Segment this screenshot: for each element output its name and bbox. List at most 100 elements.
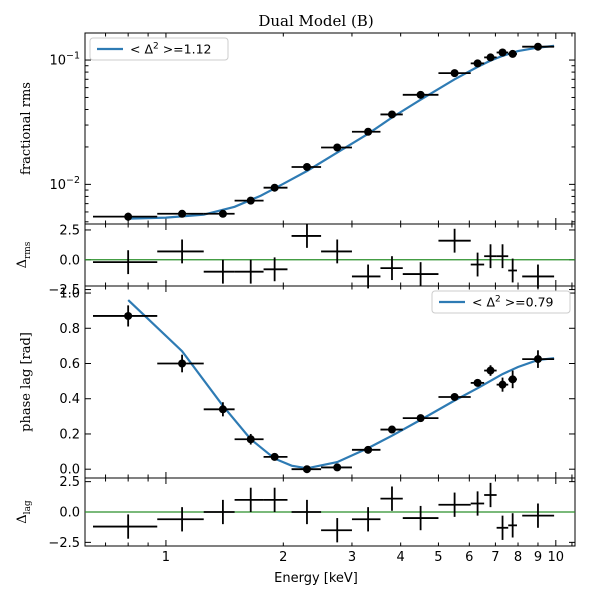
legend-entry: < Δ2 >=0.79	[472, 295, 554, 310]
panel-lag-resid-y-tick-label: 0.0	[59, 506, 80, 521]
panel-lag-resid-data-point	[438, 492, 471, 517]
panel-rms-resid-frame	[84, 223, 576, 287]
x-tick-label: 1	[162, 550, 170, 565]
panel-lag-data-point	[203, 402, 235, 417]
panel-lag: 0.0 0.2 0.4 0.6 0.8 1.0 phase lag [rad] < Δ2 >=…	[19, 285, 576, 479]
data-marker	[416, 414, 425, 423]
data-marker	[178, 359, 187, 368]
panel-lag-resid-y-tick-label: −2.5	[48, 536, 80, 551]
panel-rms-data-point	[470, 59, 485, 68]
x-tick-label: 9	[534, 550, 542, 565]
data-marker	[450, 392, 459, 401]
panel-lag-y-tick-label: 0.8	[59, 322, 80, 337]
panel-lag-resid-data-point	[263, 487, 288, 512]
x-tick-label: 10	[548, 550, 565, 565]
data-marker	[498, 380, 507, 389]
data-marker	[387, 425, 396, 434]
panel-rms-data-point	[351, 127, 381, 136]
panel-lag-resid-y-tick-label: 2.5	[59, 475, 80, 490]
panel-rms-resid-data-point	[351, 264, 381, 289]
x-axis-label: Energy [keV]	[274, 571, 358, 586]
panel-rms-resid-y-tick-label: 0.0	[59, 253, 80, 268]
panel-rms-data-point	[508, 49, 517, 58]
panel-rms-resid-data-point	[291, 224, 322, 248]
panel-rms-frame	[84, 32, 576, 225]
panel-rms-data-point	[263, 183, 288, 192]
panel-lag-y-tick-label: 0.6	[59, 357, 80, 372]
panel-lag-resid-data-point	[203, 499, 235, 525]
panel-lag-resid-data-point	[470, 491, 485, 516]
data-marker	[486, 53, 495, 62]
panel-lag-resid-data-point	[484, 482, 497, 508]
data-marker	[498, 48, 507, 57]
panel-rms-model-curve	[128, 44, 555, 220]
panel-rms-data-point	[321, 143, 352, 152]
panel-lag-data-point	[157, 354, 204, 373]
panel-lag-resid-data-point	[93, 514, 158, 539]
x-tick-label: 3	[348, 550, 356, 565]
panel-rms-resid-data-point	[203, 259, 235, 284]
data-marker	[416, 90, 425, 99]
panel-lag-data-point	[321, 463, 352, 472]
panel-lag-data-point	[522, 350, 555, 368]
panel-lag-data-point	[234, 433, 264, 445]
data-marker	[486, 366, 495, 375]
panel-lag-y-tick-label: 0.4	[59, 392, 80, 407]
data-marker	[218, 405, 227, 414]
chart-title: Dual Model (B)	[258, 12, 373, 30]
x-tick-label: 7	[491, 550, 499, 565]
x-tick-labels: 1 2 3 4 5 6 7 8 9 10	[162, 550, 564, 565]
panel-rms-resid-y-axis-label: Δrms	[15, 241, 33, 268]
data-marker	[533, 42, 542, 51]
panel-lag-resid-data-point	[380, 486, 403, 511]
panel-lag-resid-data-point	[496, 515, 509, 540]
panel-rms-data-point	[93, 212, 158, 221]
panel-rms-y-tick-label: 10−1	[49, 51, 80, 69]
panel-rms-resid-data-point	[402, 262, 439, 286]
panel-rms-data-point	[438, 69, 471, 78]
x-tick-label: 5	[434, 550, 442, 565]
panel-lag-data-point	[402, 414, 439, 423]
panel-rms-resid-data-point	[438, 228, 471, 253]
data-marker	[473, 59, 482, 68]
panel-lag-data-point	[496, 377, 509, 392]
data-marker	[124, 311, 133, 320]
data-marker	[333, 463, 342, 472]
x-tick-label: 6	[465, 550, 473, 565]
panel-lag-resid-data-point	[402, 505, 439, 531]
panel-rms-resid-data-point	[321, 239, 352, 264]
data-marker	[364, 445, 373, 454]
data-marker	[246, 196, 255, 205]
panel-rms-data-point	[203, 209, 235, 218]
panel-rms-y-tick-label: 10−2	[49, 175, 80, 193]
panel-lag-data-point	[93, 305, 158, 327]
data-marker	[450, 69, 459, 78]
data-marker	[270, 183, 279, 192]
panel-rms-data-point	[496, 48, 509, 57]
data-marker	[218, 209, 227, 218]
legend-entry: < Δ2 >=1.12	[130, 42, 212, 57]
panel-rms-resid-y-tick-label: −2.5	[48, 283, 80, 298]
panel-lag-resid-data-point	[157, 507, 204, 532]
data-marker	[246, 435, 255, 444]
panel-rms-resid-y-tick-label: 2.5	[59, 223, 80, 238]
panel-lag-resid-y-axis-label: Δlag	[15, 500, 33, 524]
panel-lag-resid-data-point	[291, 499, 322, 525]
data-marker	[270, 452, 279, 461]
data-marker	[302, 465, 311, 474]
data-marker	[473, 378, 482, 387]
legend-box	[89, 37, 229, 61]
panel-lag-resid-data-point	[508, 513, 517, 538]
panel-lag-data-point	[351, 445, 381, 454]
panel-rms-resid-data-point	[484, 244, 497, 269]
panel-lag-y-tick-label: 0.0	[59, 463, 80, 478]
legend-box	[431, 290, 571, 314]
panel-lag-resid-data-point	[522, 503, 555, 528]
panel-rms-y-axis-label: fractional rms	[19, 82, 34, 175]
data-marker	[333, 143, 342, 152]
data-marker	[387, 110, 396, 119]
panel-rms-resid-data-point	[234, 259, 264, 284]
panel-rms-resid-data-point	[380, 256, 403, 281]
panel-lag-y-tick-label: 1.0	[59, 287, 80, 302]
